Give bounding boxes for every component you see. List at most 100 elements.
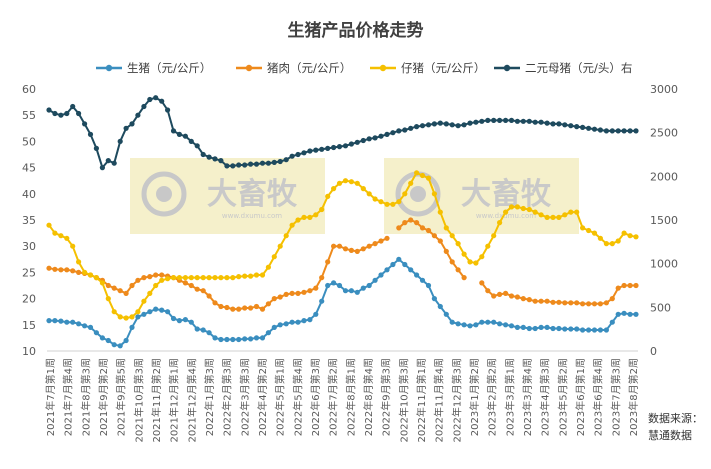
legend-marker [105, 64, 113, 72]
data-point [206, 293, 212, 299]
data-point [580, 327, 586, 333]
data-point [135, 309, 141, 315]
data-point [188, 138, 194, 144]
series-2 [46, 170, 639, 321]
y-right-tick-label: 3000 [650, 83, 678, 96]
data-point [135, 314, 141, 320]
data-point [568, 123, 574, 129]
data-point [301, 318, 307, 324]
data-point [485, 243, 491, 249]
data-point [141, 103, 147, 110]
data-point [105, 337, 111, 344]
data-point [591, 301, 598, 307]
y-right-tick-label: 0 [650, 345, 657, 358]
legend-label: 仔猪（元/公斤） [401, 61, 485, 75]
data-point [307, 317, 313, 323]
data-point [325, 282, 331, 289]
data-point [396, 225, 402, 231]
data-point [253, 335, 260, 341]
data-point [87, 131, 94, 137]
x-tick-label: 2022年5月第1周 [274, 358, 287, 436]
data-point [402, 191, 408, 197]
data-point [437, 120, 443, 126]
data-point [425, 175, 432, 181]
data-point [111, 285, 117, 291]
data-point [313, 285, 319, 291]
data-point [372, 241, 378, 247]
data-point [70, 103, 76, 110]
data-point [514, 324, 521, 330]
data-point [236, 336, 242, 343]
chart-title: 生猪产品价格走势 [287, 21, 424, 41]
data-point [574, 209, 580, 215]
data-point [159, 277, 165, 283]
data-point [538, 324, 544, 330]
data-point [153, 95, 159, 101]
data-point [82, 269, 88, 275]
x-tick-label: 2021年12月第1周 [168, 358, 181, 443]
data-point [627, 128, 633, 134]
data-point [544, 324, 550, 330]
data-point [408, 267, 414, 273]
data-point [408, 125, 414, 131]
data-point [479, 319, 485, 325]
data-point [259, 160, 266, 166]
data-point [348, 288, 354, 294]
data-point [336, 243, 343, 249]
watermark-logo-dot-icon [410, 186, 426, 202]
data-point [580, 124, 586, 130]
data-point [366, 282, 372, 289]
data-point [580, 301, 586, 307]
data-point [467, 259, 473, 265]
y-left-tick-label: 10 [22, 345, 36, 358]
x-tick-label: 2023年1月第2周 [468, 358, 481, 436]
data-point [508, 204, 515, 210]
data-point [188, 282, 194, 289]
data-point [218, 336, 224, 343]
y-left-tick-label: 35 [22, 214, 36, 227]
data-point [46, 265, 52, 271]
data-point [212, 156, 218, 162]
data-point [123, 125, 129, 131]
data-point [342, 143, 349, 149]
data-point [176, 318, 182, 324]
data-point [123, 337, 129, 344]
data-point [46, 107, 52, 113]
data-point [479, 254, 485, 260]
data-point [586, 327, 592, 333]
data-point [87, 324, 94, 330]
data-point [508, 293, 515, 299]
data-point [503, 322, 509, 328]
data-point [360, 186, 366, 192]
data-point [419, 172, 426, 179]
data-point [170, 275, 177, 281]
data-point [449, 259, 455, 265]
data-point [621, 128, 627, 134]
data-point [603, 300, 610, 306]
y-right-tick-label: 2000 [650, 170, 678, 183]
data-point [248, 273, 254, 279]
data-point [336, 180, 343, 186]
data-point [147, 290, 153, 296]
data-point [425, 122, 432, 128]
data-point [609, 241, 615, 247]
data-point [431, 233, 437, 239]
data-point [402, 127, 408, 133]
data-point [550, 121, 556, 127]
data-point [153, 272, 159, 278]
data-point [313, 147, 319, 153]
data-point [384, 235, 390, 241]
y-left-tick-label: 20 [22, 293, 36, 306]
data-point [253, 161, 260, 167]
data-point [497, 220, 503, 226]
x-tick-label: 2021年10月第3周 [132, 358, 145, 443]
data-point [206, 154, 212, 160]
data-point [568, 326, 574, 332]
x-tick-label: 2022年8月第4周 [362, 358, 375, 436]
data-point [194, 143, 200, 149]
y-left-tick-label: 25 [22, 266, 36, 279]
data-point [200, 327, 206, 333]
data-point [568, 300, 574, 306]
data-point [64, 319, 70, 325]
data-point [366, 243, 372, 249]
